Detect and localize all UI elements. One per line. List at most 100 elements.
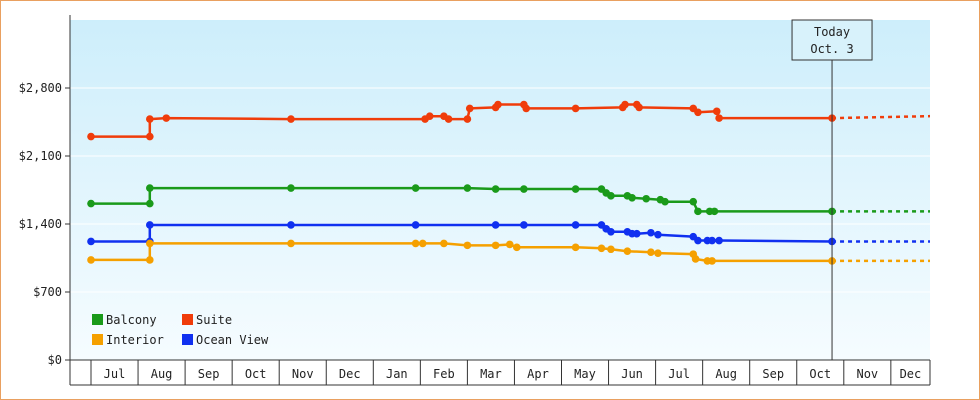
x-tick-label: Oct xyxy=(809,367,831,381)
series-layer xyxy=(87,100,931,265)
data-point xyxy=(287,184,295,192)
data-point xyxy=(635,103,643,112)
x-tick-label: Sep xyxy=(762,367,784,381)
y-tick-label: $2,800 xyxy=(19,81,62,95)
data-point xyxy=(162,114,171,122)
data-point xyxy=(87,199,95,208)
data-point xyxy=(146,115,154,123)
x-tick-label: Dec xyxy=(339,367,361,381)
data-point xyxy=(642,194,650,203)
data-point xyxy=(623,247,632,255)
x-tick-label: Aug xyxy=(151,367,173,381)
data-point xyxy=(505,240,514,249)
data-point xyxy=(708,257,716,265)
x-tick-label: Jan xyxy=(386,367,408,381)
series-line xyxy=(91,223,833,243)
data-point xyxy=(628,193,636,202)
data-point xyxy=(571,243,580,252)
data-point xyxy=(87,132,95,141)
data-point xyxy=(661,197,669,206)
y-tick-label: $0 xyxy=(48,353,62,367)
data-point xyxy=(87,237,95,246)
data-point xyxy=(411,239,420,248)
legend: Balcony Suite Interior Ocean View xyxy=(92,313,269,347)
data-point xyxy=(491,241,500,250)
x-tick-label: Apr xyxy=(527,367,549,381)
legend-swatch xyxy=(92,314,103,325)
legend-label: Ocean View xyxy=(196,333,269,347)
today-date: Oct. 3 xyxy=(810,42,853,56)
data-point xyxy=(463,184,472,192)
data-point xyxy=(444,115,453,123)
legend-swatch xyxy=(92,334,103,345)
data-point xyxy=(597,244,606,253)
data-point xyxy=(571,221,580,229)
data-point xyxy=(715,236,723,245)
data-point xyxy=(513,243,521,252)
legend-swatch xyxy=(182,314,193,325)
data-point xyxy=(694,207,702,216)
data-point xyxy=(715,114,723,122)
y-tick-label: $2,100 xyxy=(19,149,62,163)
data-point xyxy=(146,184,154,192)
x-tick-label: Nov xyxy=(292,367,314,381)
data-point xyxy=(712,107,721,116)
data-point xyxy=(694,236,702,245)
data-point xyxy=(571,185,580,193)
data-point xyxy=(607,227,615,236)
data-point xyxy=(520,185,528,193)
series-projection xyxy=(832,114,931,120)
data-point xyxy=(287,221,295,229)
data-point xyxy=(708,236,716,245)
data-point xyxy=(689,197,698,206)
data-point xyxy=(418,239,427,248)
data-point xyxy=(710,207,719,216)
x-tick-label: Jul xyxy=(668,367,690,381)
legend-label: Interior xyxy=(106,333,164,347)
data-point xyxy=(146,132,154,141)
data-point xyxy=(465,104,474,113)
x-tick-label: May xyxy=(574,367,596,381)
data-point xyxy=(463,241,472,250)
data-point xyxy=(463,115,472,123)
data-point xyxy=(411,221,420,229)
data-point xyxy=(654,249,662,257)
legend-label: Balcony xyxy=(106,313,157,327)
axes: $0 $700 $1,400 $2,100 $2,800 Jul Aug Sep Oct Nov D… xyxy=(19,15,931,386)
data-point xyxy=(87,256,95,264)
legend-swatch xyxy=(182,334,193,345)
x-tick-label: Jun xyxy=(621,367,643,381)
today-box xyxy=(791,19,873,61)
x-tick-label: Nov xyxy=(856,367,878,381)
x-tick-label: Oct xyxy=(245,367,267,381)
data-point xyxy=(520,221,528,229)
data-point xyxy=(491,185,500,193)
x-tick-label: Sep xyxy=(198,367,220,381)
y-tick-label: $700 xyxy=(33,285,62,299)
data-point xyxy=(647,228,655,237)
data-point xyxy=(691,255,700,263)
data-point xyxy=(146,221,154,229)
data-point xyxy=(522,104,531,113)
today-label: Today xyxy=(814,25,850,39)
data-point xyxy=(607,245,615,254)
data-point xyxy=(287,115,295,123)
data-point xyxy=(425,112,434,120)
data-point xyxy=(146,256,154,264)
data-point xyxy=(287,239,295,248)
data-point xyxy=(647,248,655,256)
data-point xyxy=(621,100,629,109)
data-point xyxy=(146,199,154,208)
x-tick-label: Aug xyxy=(715,367,737,381)
today-marker: Today Oct. 3 xyxy=(791,19,873,360)
x-tick-label: Dec xyxy=(900,367,922,381)
data-point xyxy=(491,221,500,229)
data-point xyxy=(654,230,662,239)
data-point xyxy=(694,108,702,117)
data-point xyxy=(146,239,154,248)
data-point xyxy=(607,192,615,200)
data-point xyxy=(571,104,580,113)
legend-label: Suite xyxy=(196,313,232,327)
data-point xyxy=(411,184,420,192)
